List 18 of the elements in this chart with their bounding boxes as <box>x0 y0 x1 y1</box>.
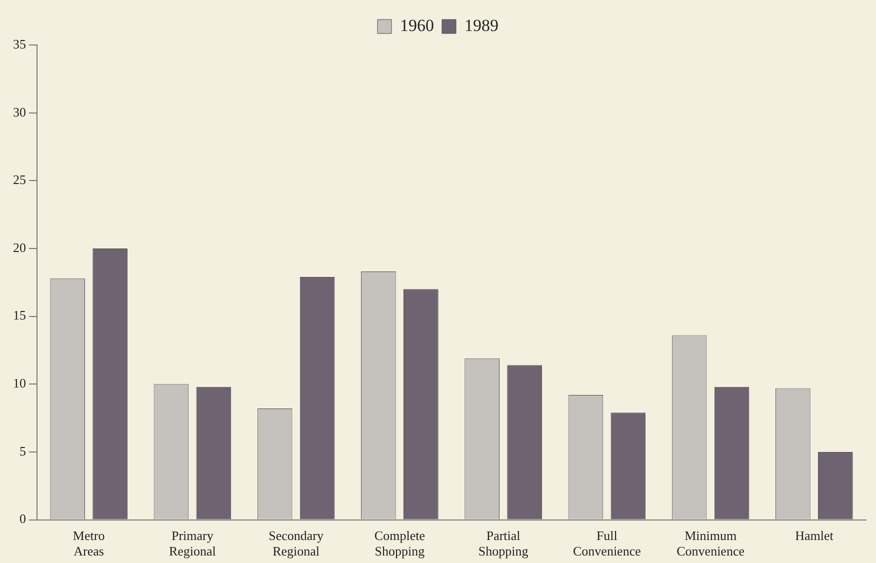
x-tick-label: Minimum Convenience <box>676 528 745 559</box>
y-tick-label: 35 <box>13 36 26 52</box>
y-tick-label: 0 <box>20 511 26 526</box>
y-tick-label: 30 <box>13 104 26 120</box>
y-tick-label: 10 <box>13 376 26 391</box>
legend-label: 1989 <box>464 16 498 35</box>
x-tick-label: Complete Shopping <box>374 528 426 559</box>
legend-label: 1960 <box>400 16 434 35</box>
x-tick-label: Partial Shopping <box>478 528 529 559</box>
x-tick-label: Secondary Regional <box>268 528 324 559</box>
y-tick-label: 15 <box>13 308 26 323</box>
x-tick-label: Primary Regional <box>168 528 216 559</box>
y-tick-label: 5 <box>20 443 26 458</box>
x-tick-label: Metro Areas <box>72 528 105 559</box>
x-tick-label: Hamlet <box>795 528 834 544</box>
y-tick-label: 25 <box>13 172 26 188</box>
x-tick-label: Full Convenience <box>573 528 642 559</box>
y-tick-label: 20 <box>13 240 26 255</box>
